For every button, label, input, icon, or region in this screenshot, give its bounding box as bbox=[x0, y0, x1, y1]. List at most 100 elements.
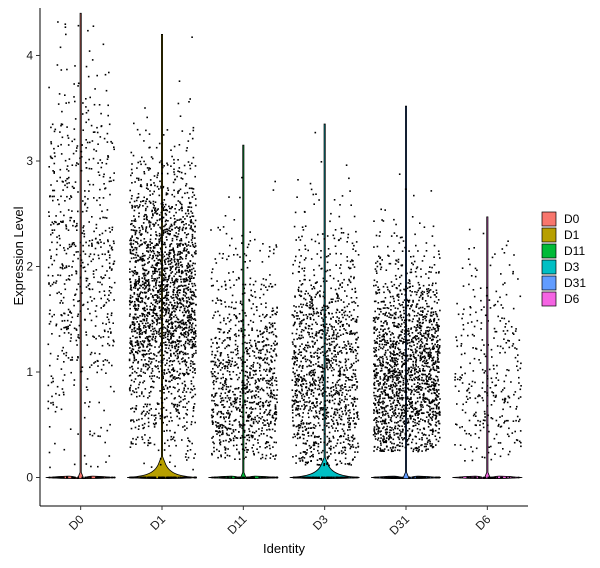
data-point bbox=[108, 321, 111, 324]
data-point bbox=[151, 333, 154, 335]
data-point bbox=[190, 346, 192, 349]
data-point bbox=[222, 359, 225, 361]
data-point bbox=[192, 318, 195, 321]
data-point bbox=[191, 336, 193, 339]
data-point bbox=[221, 404, 223, 406]
data-point bbox=[158, 361, 160, 363]
data-point bbox=[134, 206, 136, 208]
data-point bbox=[220, 303, 223, 305]
data-point bbox=[154, 268, 156, 271]
data-point bbox=[327, 359, 329, 362]
data-point bbox=[238, 431, 240, 433]
data-point bbox=[149, 194, 151, 196]
data-point bbox=[157, 268, 160, 271]
data-point bbox=[222, 373, 224, 376]
data-point bbox=[314, 425, 317, 427]
data-point bbox=[102, 336, 105, 338]
data-point bbox=[108, 180, 111, 183]
data-point bbox=[151, 315, 153, 317]
data-point bbox=[103, 290, 106, 292]
data-point bbox=[67, 325, 69, 328]
data-point bbox=[91, 59, 94, 61]
data-point bbox=[220, 410, 222, 413]
data-point bbox=[271, 310, 273, 312]
data-point bbox=[102, 305, 105, 307]
data-point bbox=[352, 420, 354, 422]
data-point bbox=[142, 353, 145, 356]
data-point bbox=[250, 307, 253, 310]
data-point bbox=[52, 377, 54, 380]
data-point bbox=[88, 183, 91, 186]
data-point bbox=[229, 385, 232, 388]
data-point bbox=[353, 413, 355, 415]
data-point bbox=[99, 239, 101, 241]
data-point bbox=[188, 319, 190, 321]
data-point bbox=[170, 261, 173, 264]
data-point-zero bbox=[246, 476, 248, 479]
data-point bbox=[109, 267, 111, 269]
data-point bbox=[129, 446, 132, 448]
data-point bbox=[182, 323, 184, 325]
data-point bbox=[175, 344, 178, 346]
data-point bbox=[308, 389, 311, 391]
data-point bbox=[61, 123, 64, 126]
data-point bbox=[171, 374, 174, 376]
data-point bbox=[156, 318, 159, 321]
data-point bbox=[157, 244, 159, 246]
data-point bbox=[163, 334, 165, 337]
data-point bbox=[187, 210, 189, 212]
data-point bbox=[141, 277, 143, 279]
data-point bbox=[295, 425, 298, 428]
data-point bbox=[272, 417, 275, 419]
data-point bbox=[74, 65, 76, 67]
data-point bbox=[91, 244, 93, 246]
data-point bbox=[267, 383, 270, 385]
data-point bbox=[179, 351, 181, 354]
data-point bbox=[168, 339, 170, 342]
data-point bbox=[185, 274, 188, 276]
data-point bbox=[222, 388, 224, 391]
data-point bbox=[139, 315, 141, 317]
data-point bbox=[158, 232, 161, 235]
data-point bbox=[260, 417, 262, 420]
data-point bbox=[160, 236, 163, 239]
data-point bbox=[133, 391, 136, 394]
data-point bbox=[262, 422, 264, 424]
data-point bbox=[163, 342, 165, 344]
data-point bbox=[266, 422, 269, 424]
data-point bbox=[303, 210, 306, 213]
data-point bbox=[135, 260, 137, 262]
data-point bbox=[317, 443, 320, 445]
data-point bbox=[320, 329, 322, 332]
data-point bbox=[306, 389, 309, 392]
data-point bbox=[185, 300, 188, 302]
data-point bbox=[337, 374, 340, 377]
data-point bbox=[266, 358, 268, 361]
data-point bbox=[334, 408, 336, 411]
data-point-zero bbox=[189, 476, 192, 479]
data-point bbox=[157, 331, 160, 333]
data-point bbox=[301, 419, 303, 422]
data-point bbox=[186, 413, 188, 416]
data-point bbox=[62, 346, 64, 349]
data-point bbox=[128, 315, 131, 317]
data-point bbox=[163, 357, 165, 360]
data-point bbox=[194, 242, 197, 245]
data-point bbox=[68, 158, 71, 160]
data-point bbox=[346, 256, 348, 258]
data-point-zero bbox=[171, 476, 174, 479]
data-point bbox=[191, 396, 193, 399]
data-point bbox=[323, 464, 325, 467]
data-point bbox=[136, 309, 139, 311]
data-point bbox=[161, 163, 164, 166]
data-point bbox=[338, 392, 340, 394]
data-point bbox=[172, 181, 175, 184]
data-point bbox=[210, 338, 213, 341]
data-point bbox=[141, 264, 144, 267]
data-point bbox=[55, 324, 57, 327]
data-point bbox=[264, 442, 267, 445]
data-point bbox=[151, 288, 154, 291]
data-point bbox=[241, 392, 244, 394]
data-point bbox=[191, 285, 194, 288]
data-point bbox=[338, 378, 341, 381]
